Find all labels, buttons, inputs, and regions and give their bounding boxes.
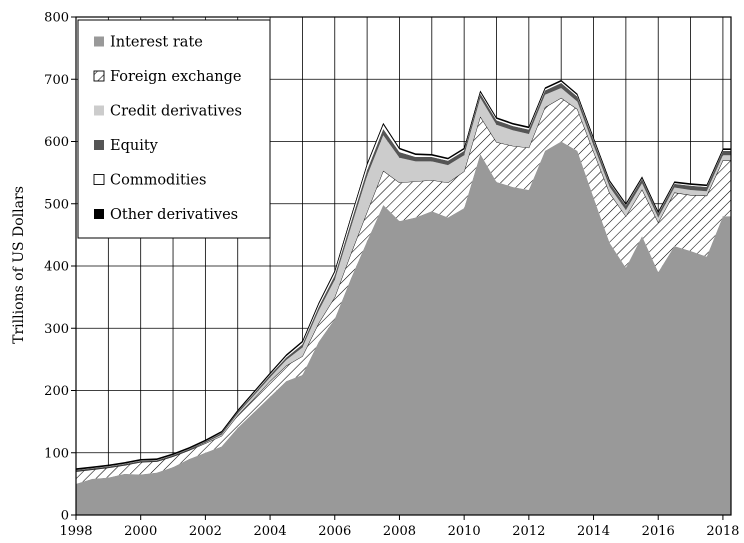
y-axis-label: Trillions of US Dollars bbox=[11, 186, 27, 344]
legend-swatch-commodities bbox=[93, 174, 105, 185]
x-tick-label: 2010 bbox=[448, 524, 481, 539]
y-tick-label: 700 bbox=[44, 73, 69, 88]
area-interest-rate bbox=[76, 141, 731, 515]
y-tick-label: 100 bbox=[44, 446, 69, 461]
x-tick-label: 2002 bbox=[189, 524, 222, 539]
y-tick-label: 0 bbox=[61, 509, 69, 524]
x-tick-label: 1998 bbox=[59, 524, 92, 539]
legend-label-commodities: Commodities bbox=[110, 173, 206, 189]
y-tick-label: 800 bbox=[44, 11, 69, 26]
legend-swatch-credit-derivatives bbox=[94, 105, 104, 116]
legend-swatch-equity bbox=[94, 140, 104, 150]
axis-ticks: 1998 2000 2002 2004 2006 2008 2010 2012 2014 2016… bbox=[44, 11, 739, 540]
x-tick-label: 2014 bbox=[577, 524, 610, 539]
x-tick-label: 2012 bbox=[512, 524, 545, 539]
x-tick-label: 2016 bbox=[642, 524, 675, 539]
x-tick-label: 2008 bbox=[383, 524, 416, 539]
y-tick-label: 500 bbox=[44, 197, 69, 212]
x-tick-label: 2004 bbox=[254, 524, 287, 539]
area-credit-derivatives bbox=[76, 87, 731, 472]
x-tick-label: 2018 bbox=[706, 524, 739, 539]
legend-box bbox=[77, 19, 271, 239]
x-tick-label: 2006 bbox=[318, 524, 351, 539]
legend-label-other-derivatives: Other derivatives bbox=[110, 207, 238, 223]
area-series bbox=[75, 79, 731, 515]
legend-label-interest-rate: Interest rate bbox=[110, 35, 203, 51]
legend-label-equity: Equity bbox=[110, 138, 159, 154]
y-tick-label: 200 bbox=[44, 384, 69, 399]
y-tick-label: 400 bbox=[44, 260, 69, 275]
legend-swatch-interest-rate bbox=[94, 36, 104, 47]
x-tick-label: 2000 bbox=[124, 524, 157, 539]
legend: Interest rate Foreign exchange Credit deri… bbox=[77, 19, 271, 239]
legend-swatch-other-derivatives bbox=[94, 209, 104, 219]
legend-label-credit-derivatives: Credit derivatives bbox=[110, 104, 242, 120]
legend-swatch-foreign-exchange bbox=[93, 70, 105, 82]
legend-label-foreign-exchange: Foreign exchange bbox=[110, 69, 241, 85]
y-tick-label: 600 bbox=[44, 135, 69, 150]
y-tick-label: 300 bbox=[44, 322, 69, 337]
